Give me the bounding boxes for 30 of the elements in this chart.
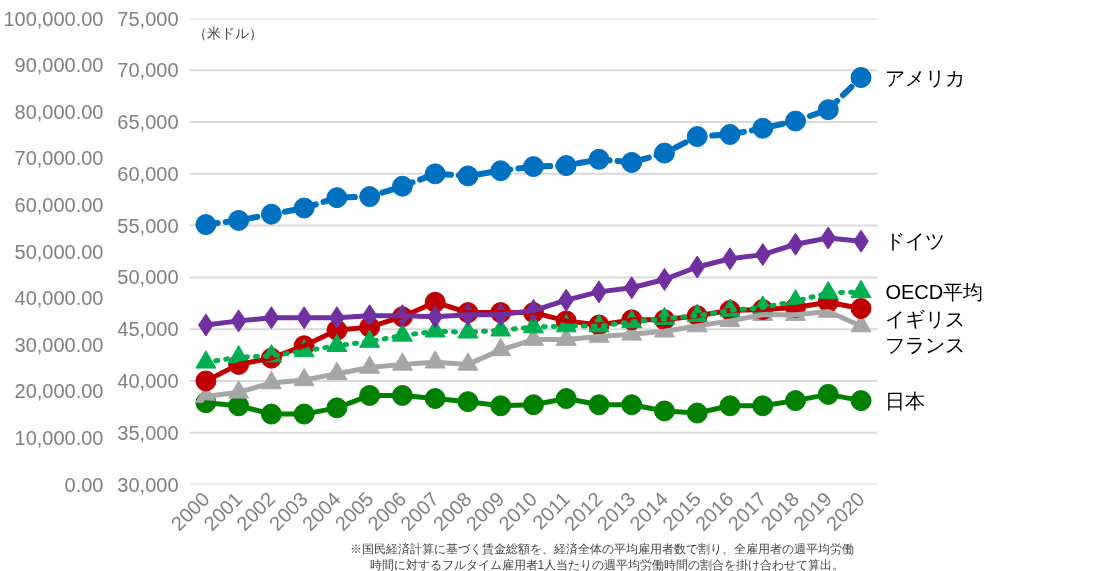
y-tick-label: 35,000: [117, 421, 179, 444]
series-label: フランス: [885, 334, 966, 357]
y-tick-label: 45,000: [117, 318, 179, 341]
series-label: OECD平均: [885, 280, 984, 303]
y-tick-label: 60,000: [117, 162, 179, 185]
y2-tick-label: 30,000.00: [14, 333, 104, 356]
y2-tick-label: 20,000.00: [14, 380, 104, 403]
y-tick-label: 65,000: [117, 111, 179, 134]
text: 時間に対するフルタイム雇用者1人当たりの週平均労働時間の割合を掛け合わせて算出。: [369, 557, 845, 571]
y-tick-label: 55,000: [117, 214, 179, 237]
text: ※国民経済計算に基づく賃金総額を、経済全体の平均雇用者数で割り、全雇用者の週平均労働: [349, 541, 854, 556]
y-tick-label: 30,000: [117, 473, 179, 496]
y2-tick-label: 60,000.00: [14, 193, 104, 216]
series-label: イギリス: [885, 307, 966, 330]
y2-tick-label: 0.00: [64, 473, 104, 496]
y2-tick-label: 100,000.00: [3, 7, 104, 30]
y-tick-label: 40,000: [117, 369, 179, 392]
series-label: 日本: [885, 389, 926, 412]
y-tick-label: 70,000: [117, 59, 179, 82]
series-label: ドイツ: [885, 230, 946, 253]
y-axis-title: （米ドル）: [192, 24, 263, 41]
y2-tick-label: 40,000.00: [14, 287, 104, 310]
y2-tick-label: 70,000.00: [14, 147, 104, 170]
y2-tick-label: 80,000.00: [14, 100, 104, 123]
y2-tick-label: 10,000.00: [14, 426, 104, 449]
series-label: アメリカ: [885, 66, 966, 89]
y2-tick-label: 90,000.00: [14, 54, 104, 77]
y-tick-label: 50,000: [117, 266, 179, 289]
y2-tick-label: 50,000.00: [14, 240, 104, 263]
y-tick-label: 75,000: [117, 7, 179, 30]
